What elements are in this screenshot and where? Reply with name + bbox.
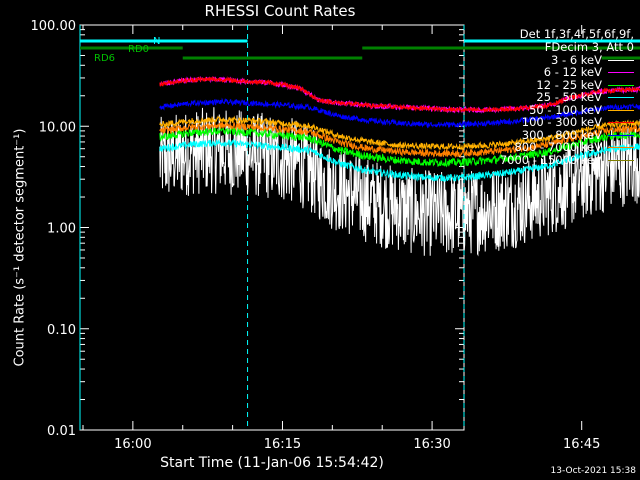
x-tick-label: 16:15 [264, 437, 301, 452]
legend-swatch [608, 84, 634, 86]
series-line-7 [159, 120, 640, 159]
legend-entry: 12 - 25 keV [474, 77, 634, 92]
legend-header-line-2: FDecim 3, Att 0 [544, 40, 634, 54]
series-line-4 [159, 115, 640, 151]
legend-entry: 300 - 800 keV [474, 127, 634, 142]
legend-entry: 25 - 50 keV [474, 90, 634, 105]
legend-entry-label: 100 - 300 keV [521, 115, 602, 130]
legend-entry-label: 300 - 800 keV [521, 127, 602, 142]
legend-entry: 100 - 300 keV [474, 115, 634, 130]
series-line-3 [159, 138, 640, 183]
chart-title: RHESSI Count Rates [204, 2, 356, 20]
y-tick-label: 1.00 [47, 222, 76, 237]
legend-entry-label: 50 - 100 keV [529, 102, 602, 117]
state-label-rd6: RD6 [94, 53, 115, 64]
plot-frame [79, 24, 465, 431]
series-line-2 [159, 126, 640, 168]
legend-entry: 800 - 7000 keV [474, 140, 634, 155]
y-tick-label: 10.00 [39, 120, 76, 135]
series-line-5 [159, 76, 640, 114]
legend-swatch [608, 122, 634, 124]
render-timestamp: 13-Oct-2021 15:38 [550, 466, 636, 476]
y-axis-label: Count Rate (s⁻¹ detector segment⁻¹) [12, 128, 28, 367]
legend-entry-label: 25 - 50 keV [536, 90, 602, 105]
legend-swatch [608, 97, 634, 99]
legend-entry-label: 800 - 7000 keV [514, 140, 602, 155]
legend-swatch [608, 134, 634, 136]
x-tick-label: 16:00 [114, 437, 151, 452]
legend-entry-label: 3 - 6 keV [551, 52, 602, 67]
state-label-rd0: RD0 [128, 44, 149, 55]
legend-swatch [608, 59, 634, 61]
x-tick-label: 16:45 [563, 437, 600, 452]
legend: Det 1f,3f,4f,5f,6f,9f, FDecim 3, Att 0 3… [474, 28, 634, 167]
x-tick-label: 16:30 [413, 437, 450, 452]
y-tick-label: 0.01 [47, 424, 76, 439]
legend-entry-label: 7000 - 15000 keV [499, 152, 602, 167]
y-tick-label: 100.00 [31, 19, 77, 34]
x-axis-label: Start Time (11-Jan-06 15:54:42) [160, 455, 384, 471]
legend-swatch [608, 147, 634, 149]
legend-swatch [608, 109, 634, 111]
legend-entry-label: 12 - 25 keV [536, 77, 602, 92]
legend-header-line-1: Det 1f,3f,4f,5f,6f,9f, [519, 27, 634, 41]
state-label-n: N [153, 36, 160, 47]
legend-entry: 50 - 100 keV [474, 102, 634, 117]
legend-entry: 3 - 6 keV [474, 52, 634, 67]
y-tick-label: 0.10 [47, 323, 76, 338]
legend-entry-label: 6 - 12 keV [543, 65, 602, 80]
legend-swatch [608, 72, 634, 74]
series-line-6 [159, 97, 640, 129]
legend-entry: 6 - 12 keV [474, 65, 634, 80]
legend-swatch [608, 159, 634, 161]
legend-entry: 7000 - 15000 keV [474, 152, 634, 167]
series-line-1 [159, 75, 640, 114]
